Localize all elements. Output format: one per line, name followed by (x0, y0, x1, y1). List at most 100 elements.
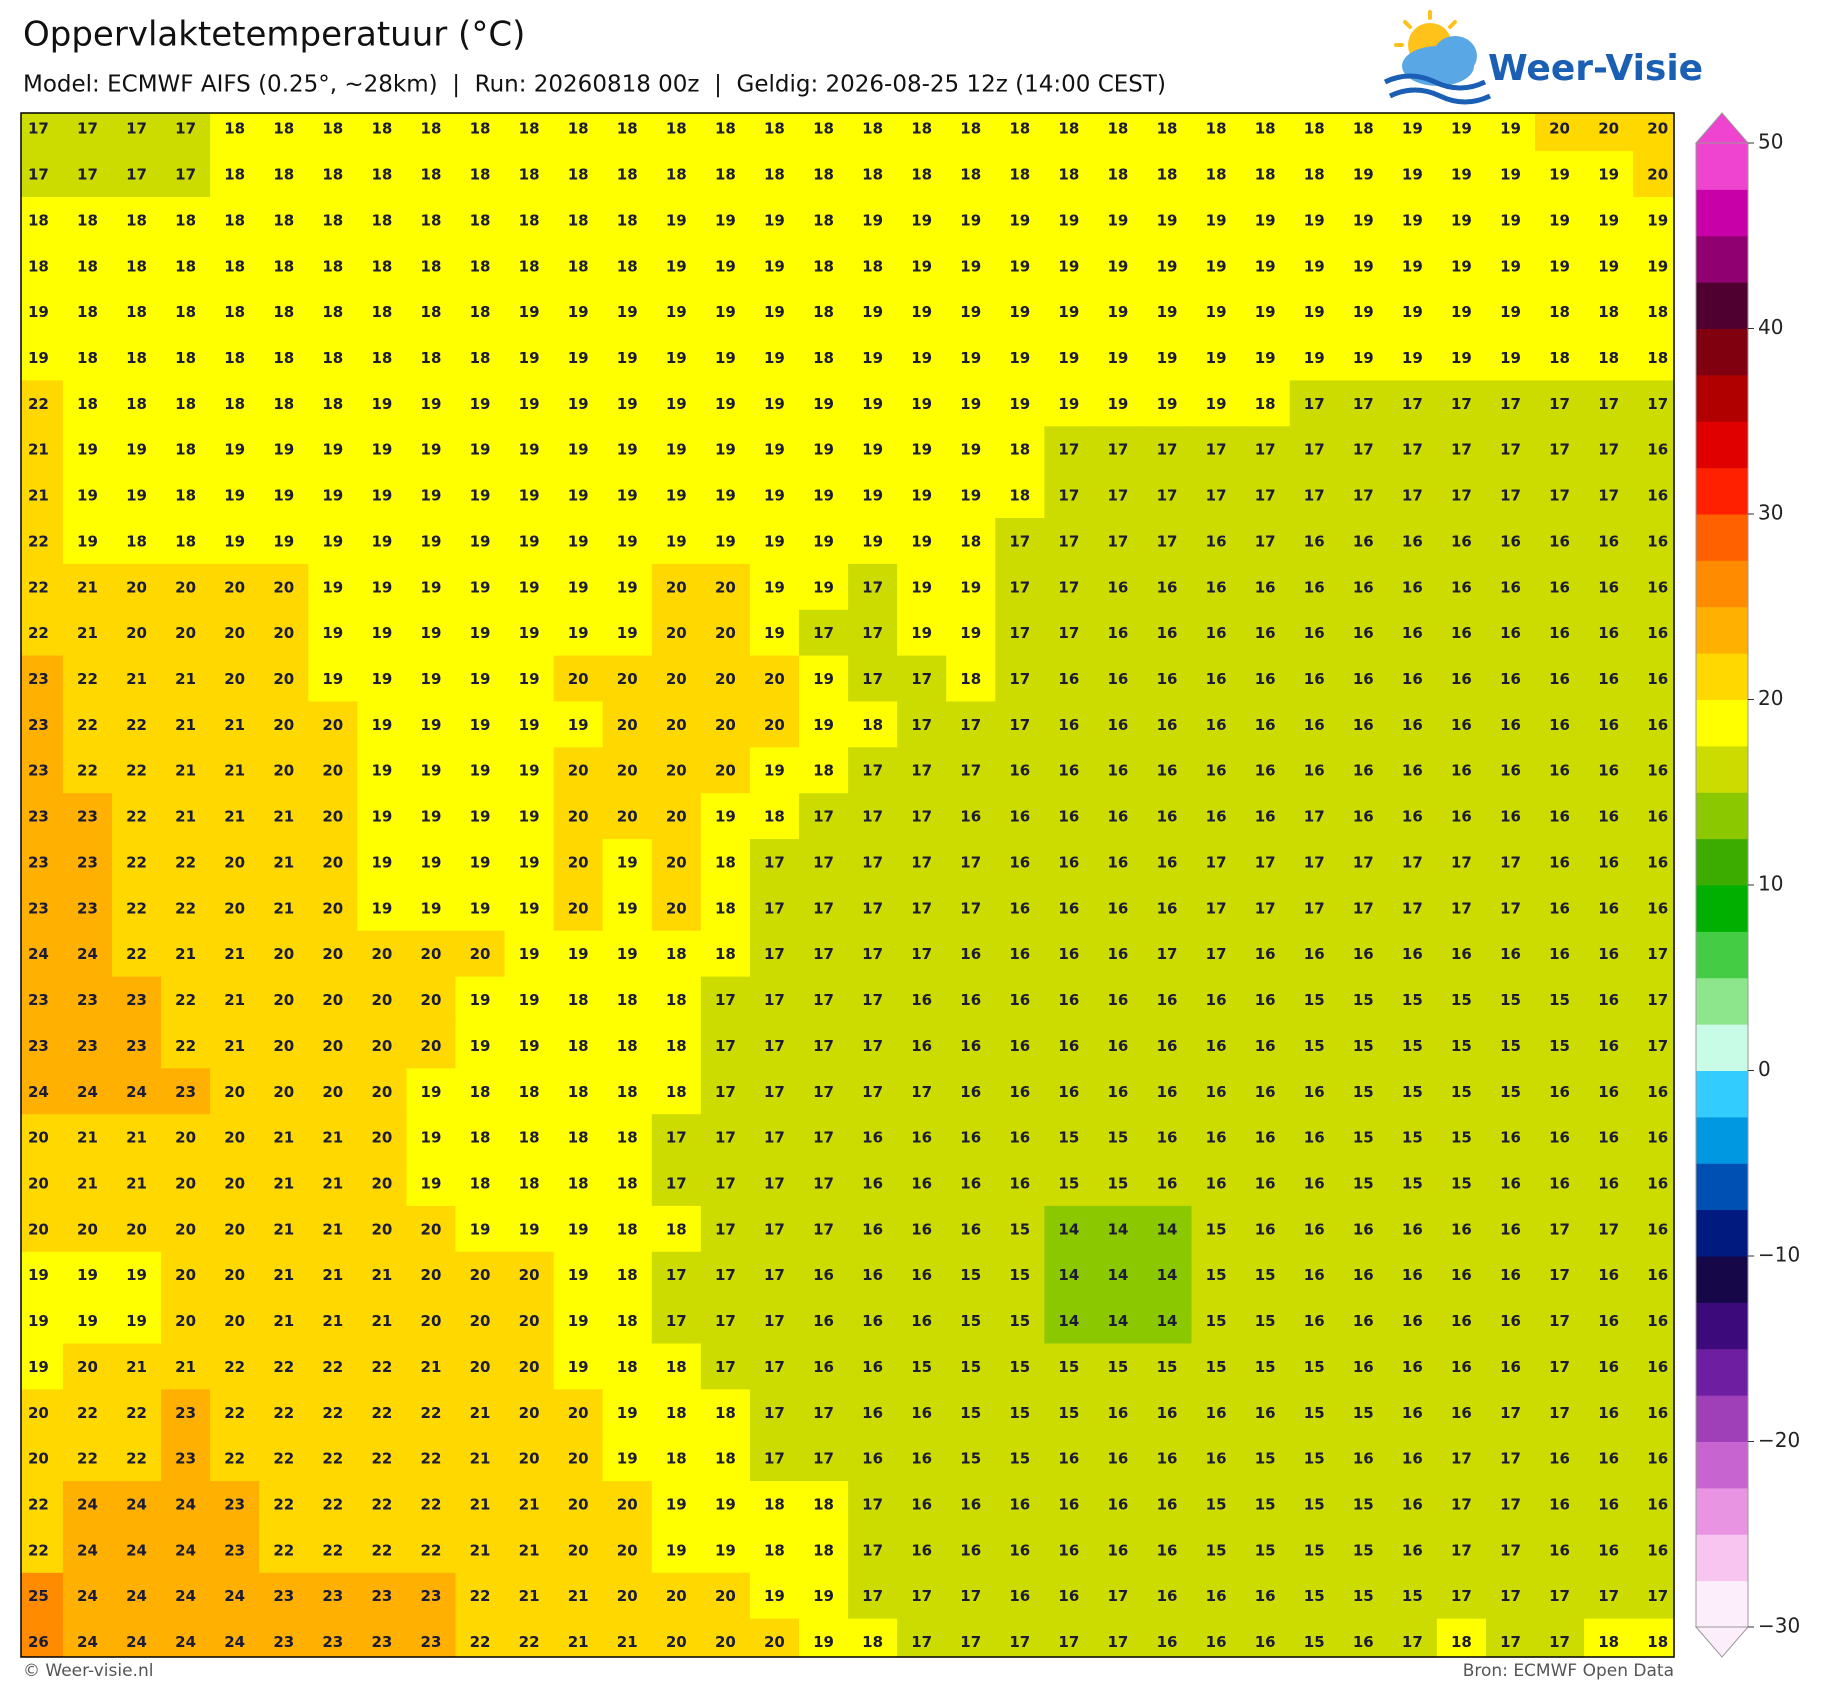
temperature-label: 19 (862, 395, 883, 413)
temperature-label: 17 (911, 1633, 932, 1651)
temperature-label: 19 (1353, 211, 1374, 229)
temperature-cell (21, 563, 64, 611)
temperature-label: 18 (1549, 303, 1570, 321)
temperature-cell (1338, 151, 1389, 198)
temperature-label: 23 (77, 991, 98, 1009)
temperature-cell (62, 839, 113, 886)
temperature-label: 20 (764, 716, 785, 734)
temperature-cell (1338, 113, 1389, 152)
temperature-cell (161, 930, 211, 978)
temperature-cell (62, 242, 113, 290)
temperature-cell (1436, 426, 1487, 473)
temperature-label: 15 (1353, 1404, 1374, 1422)
temperature-label: 17 (813, 853, 834, 871)
temperature-cell (897, 196, 947, 244)
temperature-label: 17 (1500, 1496, 1521, 1514)
temperature-cell (1436, 334, 1487, 382)
temperature-label: 17 (28, 166, 49, 184)
temperature-cell (946, 334, 996, 382)
temperature-label: 19 (715, 349, 736, 367)
temperature-label: 17 (1451, 487, 1472, 505)
temperature-label: 23 (175, 1404, 196, 1422)
temperature-label: 20 (224, 1174, 245, 1192)
temperature-label: 19 (1157, 395, 1178, 413)
temperature-cell (553, 472, 604, 519)
temperature-cell (161, 151, 211, 198)
temperature-label: 16 (1108, 716, 1129, 734)
temperature-label: 19 (470, 624, 491, 642)
temperature-cell (259, 884, 309, 932)
temperature-cell (848, 839, 898, 886)
temperature-label: 15 (1353, 1496, 1374, 1514)
temperature-label: 18 (322, 349, 343, 367)
temperature-cell (1044, 518, 1095, 565)
temperature-cell (357, 380, 408, 427)
temperature-cell (553, 334, 604, 382)
temperature-label: 16 (1304, 762, 1325, 780)
temperature-label: 16 (1353, 624, 1374, 642)
temperature-cell (1191, 113, 1242, 152)
temperature-label: 17 (813, 945, 834, 963)
temperature-label: 22 (273, 1541, 294, 1559)
temperature-label: 23 (28, 899, 49, 917)
temperature-cell (602, 472, 653, 519)
temperature-label: 19 (1304, 349, 1325, 367)
temperature-label: 16 (1058, 808, 1079, 826)
temperature-label: 17 (1500, 1404, 1521, 1422)
temperature-label: 16 (1206, 762, 1227, 780)
temperature-label: 16 (1451, 670, 1472, 688)
temperature-label: 18 (126, 303, 147, 321)
temperature-label: 16 (1647, 532, 1668, 550)
temperature-label: 16 (1647, 1129, 1668, 1147)
temperature-label: 15 (960, 1358, 981, 1376)
temperature-label: 19 (519, 395, 540, 413)
temperature-label: 19 (371, 716, 392, 734)
temperature-label: 15 (1353, 1129, 1374, 1147)
temperature-label: 16 (1009, 853, 1030, 871)
temperature-label: 16 (1598, 670, 1619, 688)
temperature-cell (749, 472, 800, 519)
temperature-label: 16 (1058, 716, 1079, 734)
temperature-label: 17 (666, 1312, 687, 1330)
temperature-cell (1093, 196, 1144, 244)
temperature-label: 19 (666, 532, 687, 550)
temperature-label: 20 (519, 1404, 540, 1422)
temperature-label: 16 (1009, 1496, 1030, 1514)
temperature-label: 16 (1598, 1496, 1619, 1514)
temperature-label: 19 (911, 211, 932, 229)
temperature-label: 15 (1009, 1404, 1030, 1422)
temperature-label: 18 (1647, 303, 1668, 321)
temperature-cell (1093, 242, 1144, 290)
temperature-label: 15 (1009, 1312, 1030, 1330)
temperature-label: 16 (911, 1037, 932, 1055)
temperature-label: 24 (126, 1633, 147, 1651)
temperature-cell (1535, 334, 1585, 382)
temperature-cell (1289, 609, 1340, 657)
temperature-label: 16 (1304, 1266, 1325, 1284)
temperature-cell (1535, 839, 1585, 886)
temperature-cell (1338, 563, 1389, 611)
colorbar-band (1696, 699, 1748, 747)
temperature-label: 16 (1451, 1358, 1472, 1376)
temperature-label: 20 (470, 1358, 491, 1376)
temperature-label: 16 (1304, 716, 1325, 734)
temperature-label: 19 (519, 487, 540, 505)
temperature-label: 18 (371, 166, 392, 184)
temperature-label: 16 (1402, 1496, 1423, 1514)
temperature-cell (897, 747, 947, 794)
temperature-label: 17 (1598, 441, 1619, 459)
temperature-cell (1191, 472, 1242, 519)
temperature-cell (1584, 426, 1634, 473)
temperature-cell (897, 113, 947, 152)
temperature-cell (749, 609, 800, 657)
temperature-label: 17 (1451, 899, 1472, 917)
temperature-cell (700, 701, 751, 748)
temperature-label: 16 (1206, 532, 1227, 550)
temperature-label: 16 (1304, 1174, 1325, 1192)
temperature-cell (897, 518, 947, 565)
temperature-cell (1633, 655, 1674, 703)
temperature-label: 17 (1500, 1450, 1521, 1468)
temperature-label: 18 (175, 349, 196, 367)
temperature-label: 17 (1451, 1541, 1472, 1559)
temperature-label: 19 (813, 578, 834, 596)
